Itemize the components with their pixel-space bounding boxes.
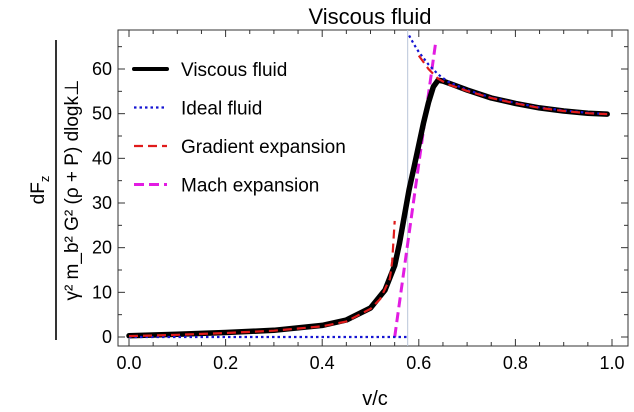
x-tick-label: 0.0 (116, 353, 141, 373)
series-line-gradient-expansion (128, 220, 396, 338)
y-axis-title-numerator: dFz (28, 176, 52, 205)
legend-label-ideal-fluid: Ideal fluid (181, 99, 262, 120)
y-tick-label: 40 (92, 148, 112, 168)
x-tick-label: 0.2 (213, 353, 238, 373)
x-tick-label: 0.6 (406, 353, 431, 373)
series-line-gradient-expansion-upper (417, 54, 608, 116)
x-axis-title: v/c (362, 388, 388, 410)
chart-title: Viscous fluid (308, 4, 431, 29)
plot-frame (117, 29, 629, 347)
series-layer (126, 34, 610, 339)
legend-label-viscous-fluid: Viscous fluid (181, 60, 287, 81)
series-line-mach-expansion (393, 41, 438, 338)
legend-label-mach-expansion: Mach expansion (181, 176, 319, 197)
plot-border (117, 29, 629, 347)
y-tick-label: 10 (92, 282, 112, 302)
y-axis-title-denominator: γ² m_b² G² (ρ + P) dlogk⊥ (62, 79, 83, 300)
x-tick-label: 1.0 (599, 353, 624, 373)
axis-ticks: 0.0 0.2 0.4 0.6 0.8 1.0 0 10 20 30 40 50 60 (92, 30, 628, 373)
y-tick-label: 20 (92, 238, 112, 258)
legend: Viscous fluid Ideal fluid Gradient expansi… (132, 60, 346, 197)
x-tick-label: 0.4 (310, 353, 335, 373)
y-tick-label: 50 (92, 104, 112, 124)
y-axis-title: dFz γ² m_b² G² (ρ + P) dlogk⊥ (28, 40, 83, 340)
x-tick-label: 0.8 (503, 353, 528, 373)
y-tick-label: 30 (92, 193, 112, 213)
y-tick-label: 0 (102, 327, 112, 347)
series-mach-expansion (393, 41, 438, 338)
series-gradient-expansion (128, 54, 608, 338)
series-ideal-fluid (129, 34, 608, 339)
y-tick-label: 60 (92, 59, 112, 79)
legend-label-gradient-expansion: Gradient expansion (181, 137, 346, 158)
